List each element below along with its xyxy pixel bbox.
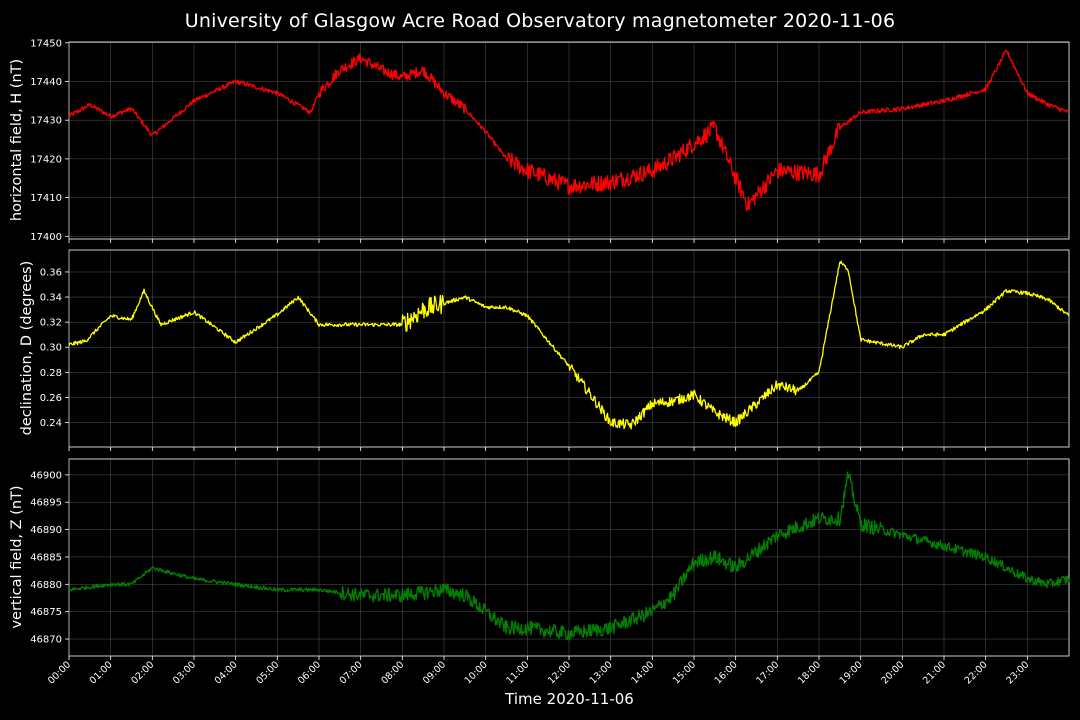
panel-d: 0.24 0.26 0.28 0.30 0.32 0.34 0.36 [40, 249, 1070, 451]
y-tick-label: 0.36 [40, 267, 62, 278]
x-tick-label: 13:00 [588, 659, 615, 686]
y-tick-label: 0.24 [40, 418, 62, 429]
x-tick-label: 22:00 [963, 659, 990, 686]
x-tick-label: 00:00 [46, 659, 73, 686]
series-line-z [68, 471, 1070, 641]
x-tick-label: 21:00 [921, 659, 948, 686]
y-tick-label: 0.28 [40, 368, 62, 379]
y-tick-label: 17410 [30, 193, 62, 204]
y-tick-label: 17440 [30, 77, 62, 88]
y-tick-label: 46880 [30, 580, 62, 591]
x-tick-label: 11:00 [504, 659, 531, 686]
x-tick-label: 18:00 [796, 659, 823, 686]
series-line-d [68, 260, 1070, 430]
x-tick-label: 10:00 [463, 659, 490, 686]
y-tick-label: 17450 [30, 38, 62, 49]
y-tick-label: 17400 [30, 232, 62, 243]
y-tick-label: 17430 [30, 116, 62, 127]
x-tick-label: 14:00 [629, 659, 656, 686]
y-tick-label: 0.32 [40, 318, 62, 329]
x-tick-label: 07:00 [338, 659, 365, 686]
x-tick-label: 12:00 [546, 659, 573, 686]
x-tick-label: 17:00 [754, 659, 781, 686]
x-tick-label: 09:00 [421, 659, 448, 686]
x-tick-label: 01:00 [88, 659, 115, 686]
x-tick-label: 02:00 [129, 659, 156, 686]
panel-h: 17400 17410 17420 17430 17440 17450 [30, 38, 1070, 243]
x-tick-label: 08:00 [379, 659, 406, 686]
x-tick-label: 19:00 [838, 659, 865, 686]
series-line-h [68, 49, 1070, 212]
y-tick-label: 46890 [30, 525, 62, 536]
x-tick-label: 03:00 [171, 659, 198, 686]
x-tick-label: 04:00 [213, 659, 240, 686]
y-tick-label: 0.34 [40, 293, 62, 304]
y-tick-label: 0.26 [40, 393, 62, 404]
chart-title: University of Glasgow Acre Road Observat… [184, 10, 896, 32]
x-tick-label: 06:00 [296, 659, 323, 686]
x-tick-label: 20:00 [879, 659, 906, 686]
x-axis-label: Time 2020-11-06 [505, 690, 634, 708]
x-tick-label: 23:00 [1004, 659, 1031, 686]
y-tick-label: 17420 [30, 154, 62, 165]
x-tick-label: 15:00 [671, 659, 698, 686]
y-tick-label: 46885 [30, 552, 62, 563]
panel-z: 46870 46875 46880 46885 46890 46895 46900 [30, 458, 1070, 660]
x-tick-label: 05:00 [254, 659, 281, 686]
y-tick-label: 46900 [30, 470, 62, 481]
x-tick-label: 16:00 [713, 659, 740, 686]
y-tick-label: 46870 [30, 635, 62, 646]
y-tick-label: 46895 [30, 498, 62, 509]
y-tick-label: 46875 [30, 607, 62, 618]
y-tick-label: 0.30 [40, 343, 62, 354]
